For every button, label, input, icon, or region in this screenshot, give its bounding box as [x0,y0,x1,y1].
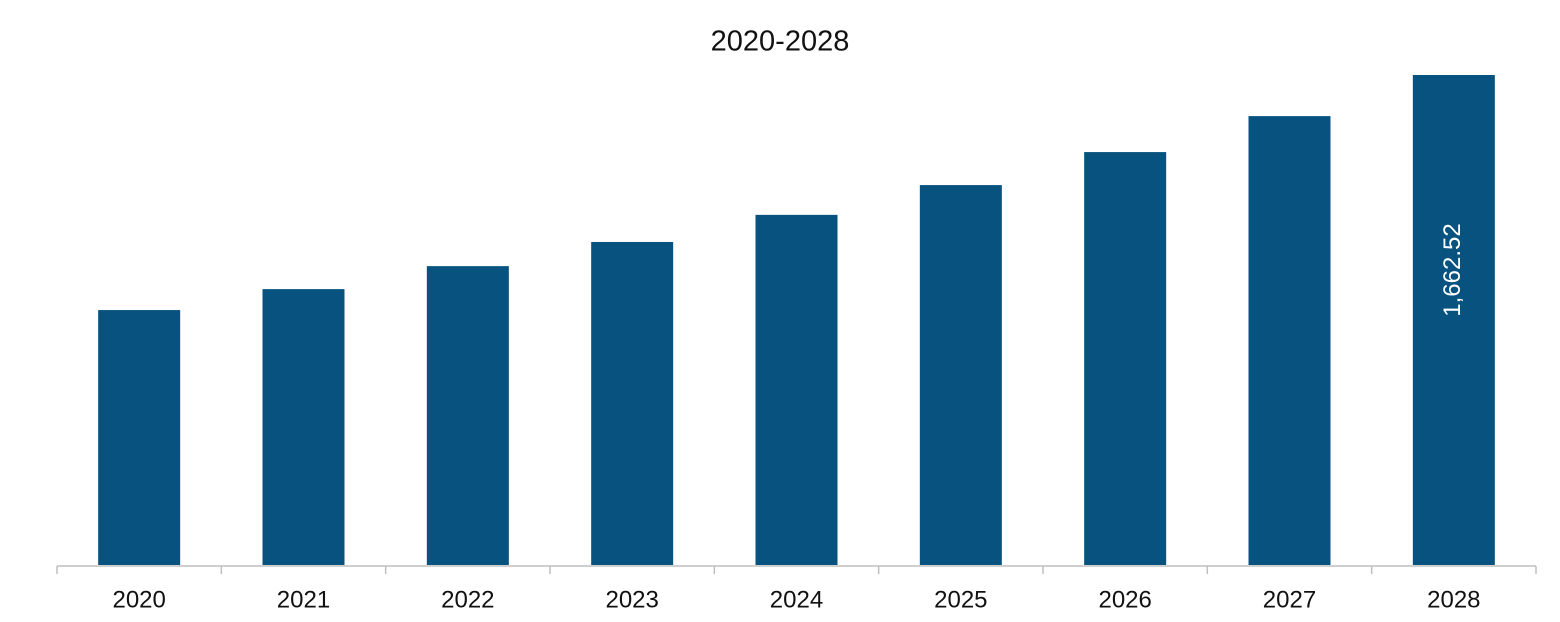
bar [919,185,1002,565]
bar [262,289,345,565]
x-tick-label: 2026 [1098,586,1151,613]
x-tick-label: 2023 [605,586,658,613]
value-label: 1,662.52 [1439,223,1466,316]
bar [98,310,181,565]
x-tick-label: 2027 [1263,586,1316,613]
x-tick-label: 2025 [934,586,987,613]
bar [426,266,509,565]
bar [1084,152,1167,565]
bar [591,241,674,566]
x-tick-label: 2021 [277,586,330,613]
bar [1248,116,1331,566]
bar [1412,75,1495,565]
bar [755,214,838,565]
x-tick-label: 2022 [441,586,494,613]
x-tick-label: 2028 [1427,586,1480,613]
x-tick-label: 2024 [770,586,823,613]
chart-title: 2020-2028 [711,26,850,58]
x-tick-label: 2020 [112,586,165,613]
